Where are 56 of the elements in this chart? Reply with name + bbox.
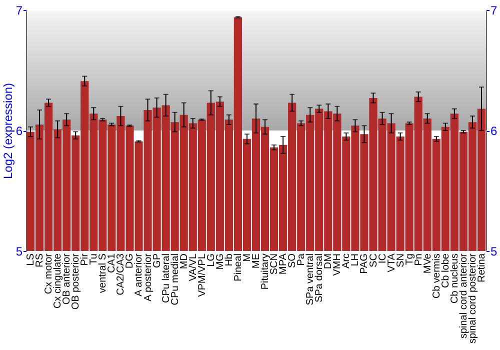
y-tick-label: 5 <box>16 244 23 258</box>
x-tick-label: Pir <box>80 252 91 266</box>
x-tick-label: OB anterior <box>62 252 73 305</box>
x-tick-label: A posterior <box>142 252 154 302</box>
x-tick-label: LH <box>350 254 362 266</box>
x-tick-label: CA1 <box>106 253 118 273</box>
x-tick-label: SPa dorsal <box>314 254 326 302</box>
x-tick-label: VPM/VPL <box>196 253 208 297</box>
x-tick-label: LS <box>26 253 37 266</box>
x-tick-label: Pn <box>413 254 424 266</box>
x-tick-label: SCN <box>269 254 280 275</box>
x-tick-label: LG <box>206 253 217 267</box>
x-tick-label: Cb vermis <box>431 254 442 299</box>
y-axis-title: Log2 (expression) <box>0 82 15 180</box>
x-tick-label: DM <box>323 254 334 270</box>
x-tick-label: VA/VL <box>188 253 199 282</box>
x-tick-label: GP <box>152 253 163 268</box>
y-tick-label: 7 <box>16 4 23 18</box>
x-tick-label: M <box>242 254 253 262</box>
y2-tick-label: 5 <box>490 244 498 258</box>
x-tick-label: MVe <box>422 253 434 274</box>
x-tick-label: Cb nucleus <box>449 254 460 304</box>
x-tick-label: A anterior <box>134 252 145 296</box>
x-tick-label: MPA <box>278 253 290 274</box>
x-tick-label: OB posterior <box>70 252 82 310</box>
x-tick-label: SN <box>395 254 406 268</box>
x-tick-label: spinal cord posterior <box>467 252 478 344</box>
x-tick-label: CPu lateral <box>160 254 172 303</box>
x-tick-label: Cb lobe <box>440 253 452 288</box>
x-tick-label: MG <box>214 253 226 270</box>
x-tick-label: CPu medial <box>170 254 181 306</box>
x-tick-label: Pituitary <box>260 254 272 290</box>
x-tick-label: Retina <box>476 253 488 282</box>
y2-tick-label: 7 <box>490 4 498 18</box>
x-tick-label: spinal cord anterior <box>458 252 470 339</box>
y2-tick-label: 6 <box>490 124 498 138</box>
x-tick-label: Tg <box>404 254 416 266</box>
x-tick-label: ventral S <box>98 253 109 293</box>
x-tick-label: Pineal <box>232 254 244 282</box>
x-tick-label: RS <box>34 253 46 268</box>
x-tick-label: VMH <box>332 254 344 276</box>
x-tick-label: PAG <box>359 253 370 274</box>
x-tick-label: Arc <box>341 254 352 268</box>
x-tick-label: MD <box>178 254 190 270</box>
x-tick-label: Pa <box>296 253 308 266</box>
x-tick-label: SO <box>287 253 298 268</box>
y-tick-label: 6 <box>16 124 23 138</box>
x-tick-label: CA2/CA3 <box>116 253 127 296</box>
x-tick-label: Tu <box>88 254 100 265</box>
x-tick-label: SC <box>368 254 380 268</box>
x-tick-label: VTA <box>386 253 398 272</box>
x-tick-label: Hb <box>224 253 235 266</box>
x-tick-label: Cx cingulate <box>52 253 64 309</box>
x-tick-label: ME <box>251 253 262 268</box>
x-tick-label: DG <box>124 253 136 268</box>
x-tick-label: IC <box>377 254 388 264</box>
